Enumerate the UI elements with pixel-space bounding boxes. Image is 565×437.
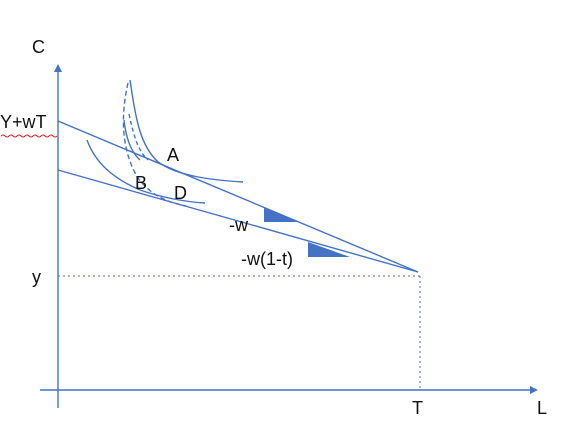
slope-steep-label: -w — [229, 215, 249, 235]
slope-triangle-steep — [264, 208, 298, 222]
y-axis-label: C — [32, 37, 45, 57]
budget-line-aftertax — [57, 169, 419, 273]
point-d-label: D — [174, 183, 187, 203]
indifference-curve-upper-right — [128, 113, 149, 161]
spellcheck-underline — [0, 134, 58, 138]
indifference-curve-d-dashed — [122, 82, 187, 207]
intercept-low-label: y — [32, 267, 41, 287]
slope-flat-label: -w(1-t) — [241, 249, 293, 269]
indifference-curve-upper-left — [123, 119, 141, 161]
slope-triangle-flat — [308, 242, 350, 257]
x-endowment-label: T — [412, 398, 423, 418]
indifference-curve-a — [129, 79, 244, 183]
x-axis-label: L — [537, 398, 547, 418]
point-a-label: A — [167, 145, 179, 165]
intercept-high-label: Y+wT — [0, 112, 47, 132]
indifference-curve-b — [86, 139, 206, 204]
budget-line-pretax — [57, 120, 419, 273]
point-b-label: B — [135, 173, 147, 193]
